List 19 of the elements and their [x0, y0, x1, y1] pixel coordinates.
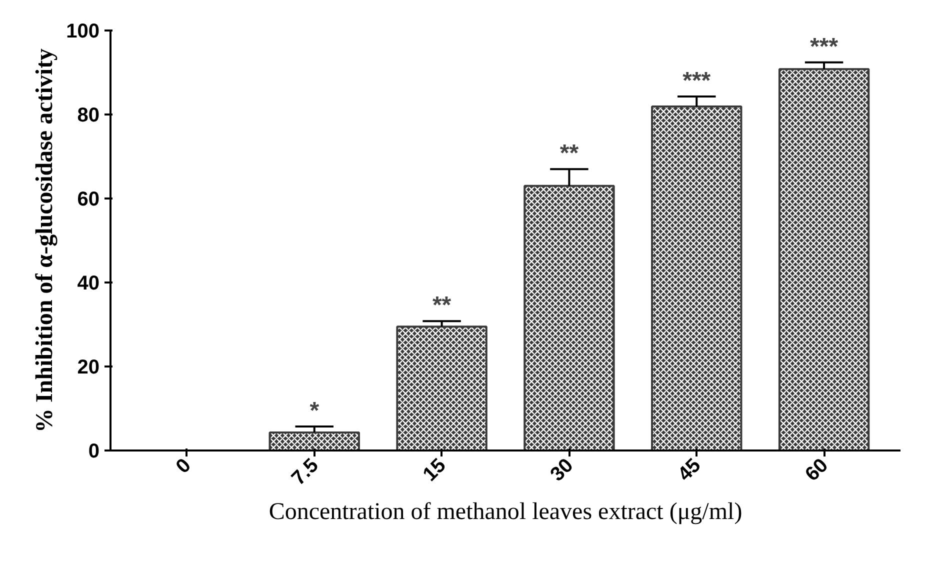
x-axis-title: Concentration of methanol leaves extract (μg/ml): [268, 499, 742, 526]
annotation: **: [560, 140, 580, 168]
y-tick-label: 40: [77, 272, 100, 294]
x-tick-label: 7.5: [288, 454, 323, 490]
y-tick-label: 100: [66, 20, 100, 42]
y-tick-label: 20: [77, 356, 100, 378]
x-tick-label: 0: [172, 454, 196, 478]
y-tick-label: 60: [77, 188, 100, 210]
annotation: ***: [810, 33, 839, 60]
annotation: ***: [682, 67, 712, 94]
annotation: **: [432, 292, 452, 320]
y-tick-label: 80: [77, 104, 100, 126]
annotation: *: [310, 398, 320, 425]
x-tick-label: 60: [801, 454, 833, 486]
y-axis-title: % Inhibition of α-glucosidase activity: [32, 48, 58, 433]
x-tick-label: 45: [674, 454, 706, 486]
y-tick-label: 0: [88, 440, 100, 462]
x-tick-label: 15: [418, 454, 450, 486]
x-tick-label: 30: [546, 454, 578, 486]
